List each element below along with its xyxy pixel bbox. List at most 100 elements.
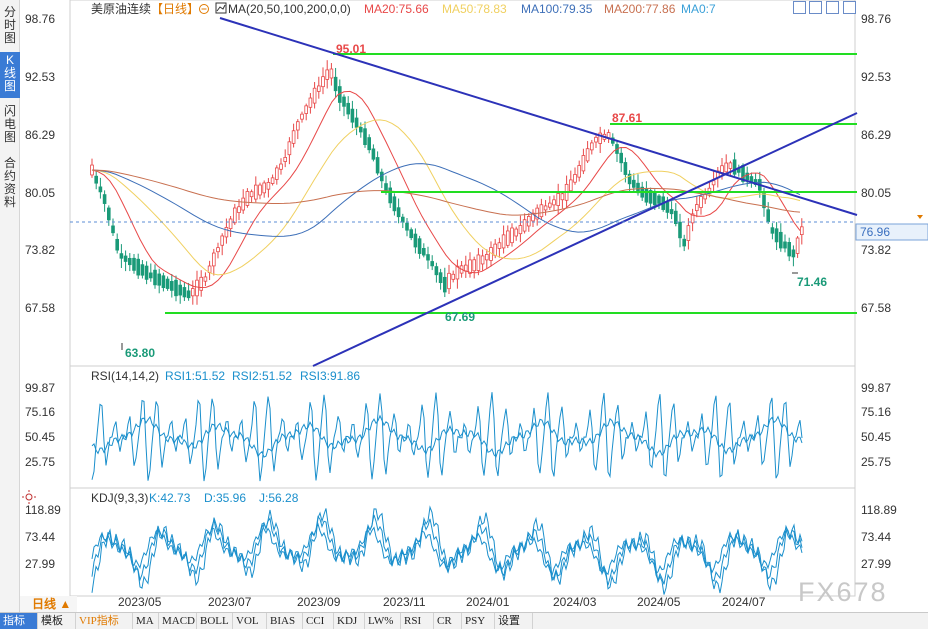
candle-body: [724, 162, 728, 173]
tab-vip-indicators[interactable]: VIP指标: [76, 613, 133, 629]
tab-vol[interactable]: VOL: [233, 613, 267, 629]
candle-body: [653, 191, 657, 206]
candle-body: [266, 182, 271, 190]
candle-body: [367, 137, 371, 151]
tab-cr[interactable]: CR: [434, 613, 462, 629]
sidebar-tab-contract[interactable]: 合约资料: [0, 155, 20, 213]
rsi2-value: RSI2:51.52: [232, 369, 292, 383]
candle-body: [526, 216, 531, 227]
tab-kdj[interactable]: KDJ: [334, 613, 365, 629]
tab-cci[interactable]: CCI: [303, 613, 334, 629]
candle-body: [417, 238, 422, 254]
rsi-tick-right: 75.16: [861, 405, 891, 419]
tab-macd[interactable]: MACD: [159, 613, 197, 629]
period-selector-button[interactable]: 日线 ▲: [20, 596, 78, 612]
candle-body: [699, 196, 703, 208]
rsi-title: RSI(14,14,2): [91, 369, 159, 383]
candle-body: [241, 197, 246, 211]
kdj-j-value: J:56.28: [259, 491, 299, 505]
candle-body: [552, 199, 556, 206]
kdj-lines: [91, 505, 803, 595]
candle-body: [732, 159, 737, 175]
price-tick-left: 92.53: [25, 70, 55, 84]
descending-trendline[interactable]: [219, 17, 858, 216]
candle-body: [291, 130, 296, 144]
candle-body: [648, 190, 653, 204]
candle-body: [203, 276, 208, 282]
candle-body: [686, 225, 691, 241]
ascending-trendline[interactable]: [312, 112, 858, 367]
ma100-line: [91, 163, 801, 237]
tab-settings[interactable]: 设置: [495, 613, 533, 629]
rsi2-line: [91, 414, 803, 459]
sidebar-tab-label: K线图: [4, 53, 17, 93]
date-tick: 2023/05: [118, 595, 162, 609]
alert-triangle-icon[interactable]: [917, 215, 923, 219]
sidebar-tab-flash[interactable]: 闪电图: [0, 103, 20, 147]
period-tag: 【日线】: [151, 2, 199, 16]
kline-chart[interactable]: 美原油连续 【日线】 MA(20,50,100,200,0,0) MA20:75…: [20, 0, 928, 612]
moving-average-lines: [91, 90, 801, 289]
candle-body: [426, 254, 430, 261]
candle-body: [165, 278, 170, 289]
candle-body: [720, 165, 724, 174]
tab-indicators[interactable]: 指标: [0, 613, 38, 629]
price-tick-left: 98.76: [25, 12, 55, 26]
candle-body: [400, 216, 405, 223]
tab-rsi[interactable]: RSI: [401, 613, 434, 629]
candle-body: [438, 272, 443, 284]
tab-psy[interactable]: PSY: [462, 613, 495, 629]
kdj-tick-right: 73.44: [861, 530, 891, 544]
tab-templates[interactable]: 模板: [38, 613, 76, 629]
sidebar-tab-timeshare[interactable]: 分时图: [0, 4, 20, 48]
candle-body: [560, 193, 565, 201]
candle-body: [644, 188, 649, 203]
candlestick-series: [90, 60, 804, 305]
candle-body: [451, 273, 455, 280]
ma0-value: MA0:7: [681, 2, 716, 16]
minus-circle-icon[interactable]: [199, 4, 209, 14]
tab-lw[interactable]: LW%: [365, 613, 401, 629]
sun-icon[interactable]: [22, 490, 36, 504]
current-price-tag: [855, 223, 928, 241]
expand-icon[interactable]: [793, 1, 806, 14]
tab-boll[interactable]: BOLL: [197, 613, 233, 629]
rsi-tick-right: 25.75: [861, 455, 891, 469]
date-tick: 2023/11: [383, 595, 426, 609]
candle-body: [569, 179, 573, 192]
current-price-value: 76.96: [860, 225, 890, 239]
candle-body: [232, 207, 237, 224]
candle-body: [745, 172, 749, 181]
tab-bias[interactable]: BIAS: [267, 613, 303, 629]
ma-settings-icon[interactable]: [215, 2, 227, 14]
grid-icon[interactable]: [826, 1, 839, 14]
candle-body: [665, 202, 670, 213]
collapse-icon[interactable]: [843, 1, 856, 14]
candle-body: [623, 162, 628, 175]
candle-body: [442, 276, 447, 293]
candle-body: [308, 97, 313, 108]
fullscreen-icon[interactable]: [809, 1, 822, 14]
date-tick: 2024/05: [637, 595, 681, 609]
candle-body: [779, 231, 783, 249]
candle-body: [304, 105, 308, 114]
candle-body: [514, 228, 518, 237]
candle-body: [388, 187, 392, 204]
candle-body: [480, 255, 485, 265]
candle-body: [434, 266, 439, 276]
candle-body: [186, 290, 191, 299]
date-tick: 2024/01: [466, 595, 510, 609]
kdj-tick-right: 27.99: [861, 557, 891, 571]
sidebar-tab-kline[interactable]: K线图: [0, 52, 20, 98]
price-axis: 98.76 92.53 86.29 80.05 73.82 67.58 98.7…: [25, 12, 891, 315]
price-tick-right: 67.58: [861, 301, 891, 315]
sidebar-tab-label: 合约资料: [4, 156, 17, 209]
candle-body: [253, 184, 258, 200]
candle-body: [220, 235, 225, 246]
ma20-line: [91, 90, 801, 289]
tab-ma[interactable]: MA: [133, 613, 159, 629]
rsi-panel-frame: [69, 365, 856, 489]
candle-body: [678, 221, 682, 239]
candle-body: [409, 229, 413, 239]
